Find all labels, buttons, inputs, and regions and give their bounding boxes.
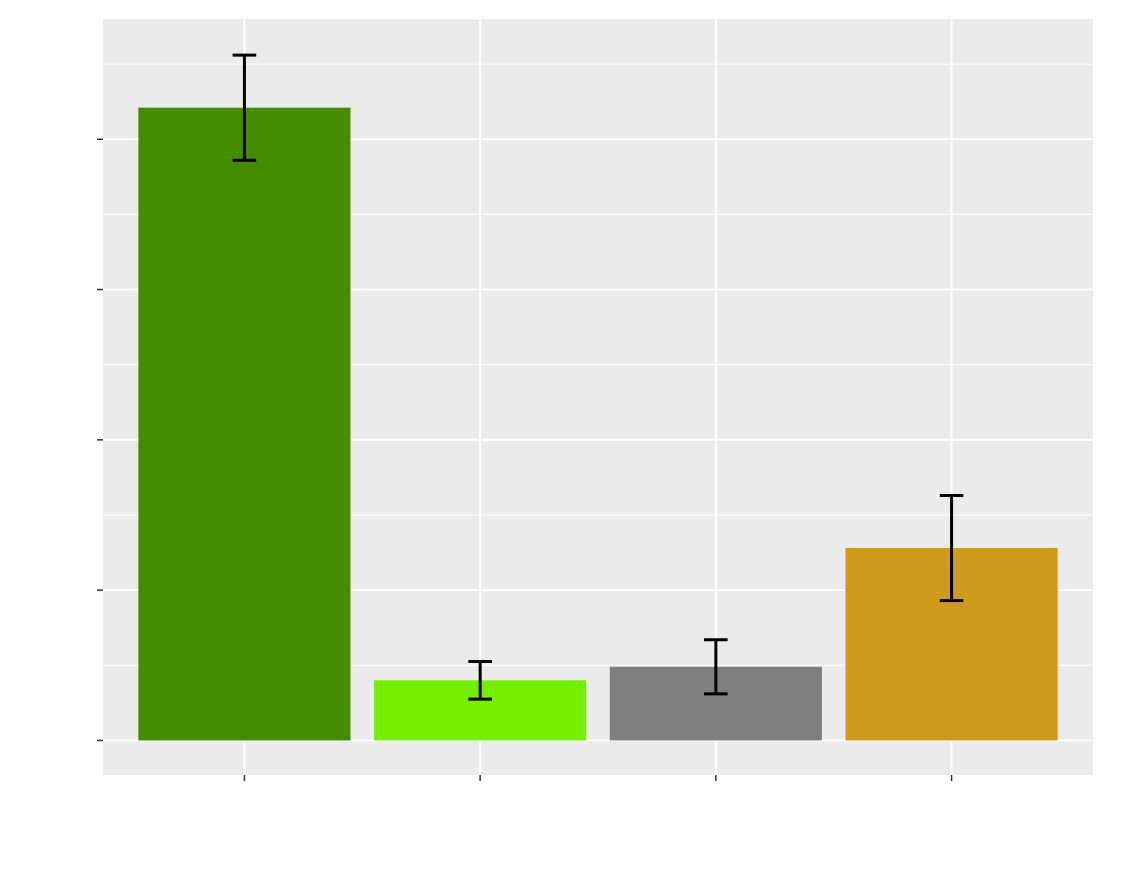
error-bar <box>939 493 964 603</box>
bar <box>138 107 351 741</box>
error-bar <box>704 638 728 696</box>
error-bar <box>468 660 492 701</box>
error-bar <box>232 53 257 162</box>
